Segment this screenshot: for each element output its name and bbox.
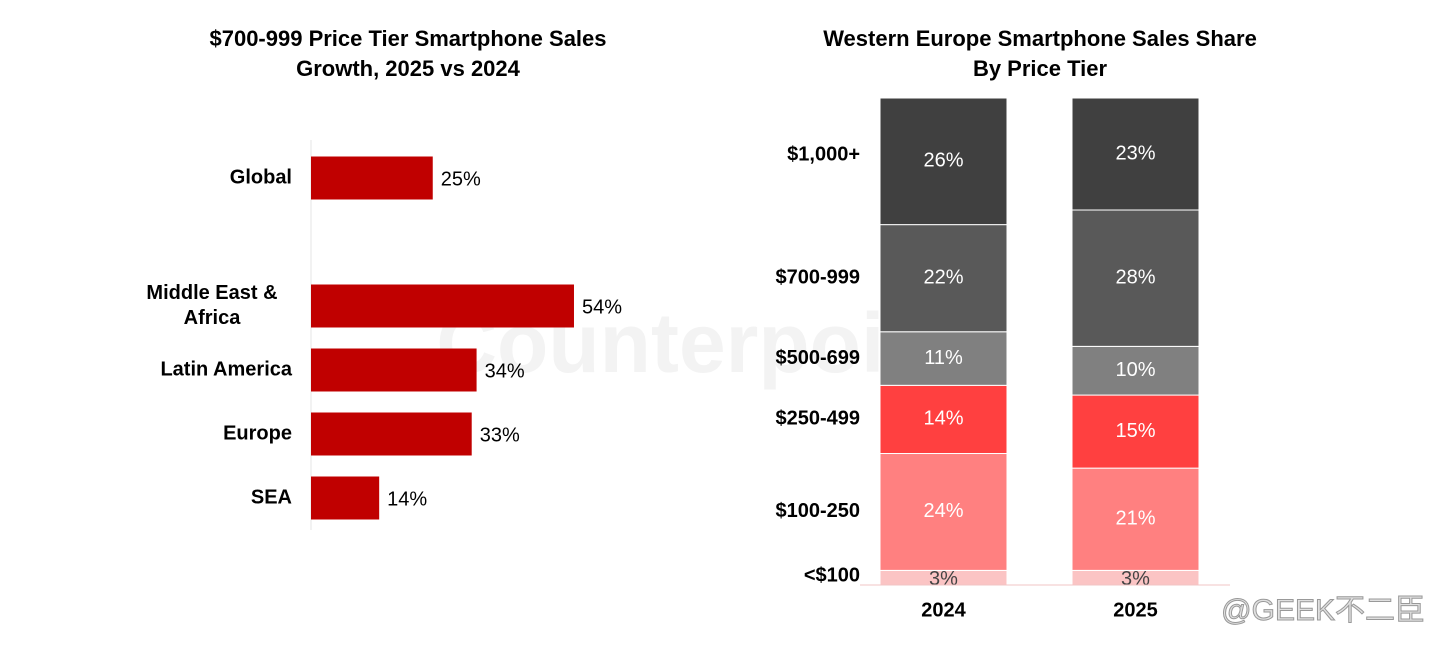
bar (311, 476, 380, 520)
y-tick-label: Latin America (160, 358, 292, 381)
data-label: 54% (582, 296, 622, 318)
bar-segment (879, 331, 1008, 386)
legend-label: $1,000+ (787, 144, 860, 166)
data-label: 11% (924, 347, 963, 369)
y-tick-label: Europe (223, 422, 292, 445)
data-label: 22% (923, 266, 963, 288)
chart-title: Western Europe Smartphone Sales Share (823, 26, 1257, 51)
bar-segment (1071, 394, 1200, 469)
bar-segment (879, 97, 1008, 226)
legend-label: $250-499 (775, 408, 860, 430)
data-label: 34% (485, 360, 525, 382)
watermark: @GEEK不二臣 (1221, 594, 1425, 627)
y-tick-label: Global (229, 166, 292, 189)
x-tick-label: 2024 (921, 599, 966, 621)
data-label: 14% (387, 488, 427, 510)
data-label: 15% (1115, 420, 1155, 442)
data-label: 3% (929, 568, 958, 590)
bar-segment (879, 384, 1008, 455)
legend-label: $100-250 (775, 500, 860, 522)
bar (311, 156, 433, 200)
data-label: 28% (1115, 266, 1155, 288)
y-tick-label: SEA (250, 486, 292, 509)
data-label: 33% (480, 424, 520, 446)
legend-label: <$100 (804, 564, 860, 586)
bar (311, 284, 574, 328)
legend-label: $500-699 (775, 347, 860, 369)
legend-label: $700-999 (775, 266, 860, 288)
data-label: 21% (1115, 508, 1155, 530)
data-label: 25% (441, 168, 481, 190)
y-tick-label: Middle East & Africa (146, 282, 278, 329)
bar-segment (879, 453, 1008, 571)
data-label: 24% (923, 500, 963, 522)
chart-title: Growth, 2025 vs 2024 (296, 56, 521, 81)
bar-segment (1071, 97, 1200, 211)
chart-title: $700-999 Price Tier Smartphone Sales (209, 26, 606, 51)
data-label: 3% (1121, 568, 1150, 590)
data-label: 10% (1115, 359, 1155, 381)
x-tick-label: 2025 (1113, 599, 1158, 621)
bar (311, 348, 477, 392)
bar-segment (1071, 209, 1200, 347)
bar-segment (879, 224, 1008, 333)
data-label: 26% (923, 150, 963, 172)
data-label: 23% (1115, 142, 1155, 164)
data-label: 14% (923, 408, 963, 430)
bar-segment (1071, 467, 1200, 571)
bar-segment (1071, 345, 1200, 396)
bar (311, 412, 472, 456)
chart-title: By Price Tier (973, 56, 1108, 81)
